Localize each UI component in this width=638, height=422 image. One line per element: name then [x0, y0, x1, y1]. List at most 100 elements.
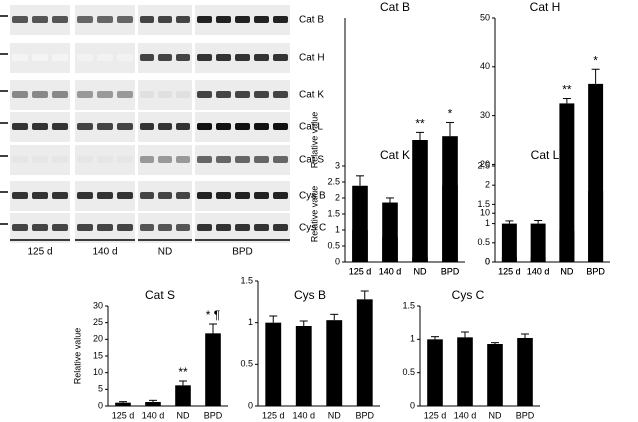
- y-tick-label: 30: [93, 300, 103, 310]
- blot-band: [235, 91, 250, 98]
- blot-band: [12, 123, 28, 130]
- blot-band: [254, 123, 269, 130]
- x-tick-label: 125 d: [262, 410, 285, 420]
- blot-row-label: Cat B: [299, 15, 324, 26]
- blot-band: [197, 192, 212, 199]
- significance-marker: **: [415, 117, 425, 131]
- x-tick-label: 125 d: [349, 266, 372, 276]
- blot-band: [176, 224, 190, 231]
- x-tick-label: BPD: [441, 266, 460, 276]
- bar: [559, 230, 575, 262]
- bar: [487, 344, 503, 406]
- bar: [175, 385, 191, 406]
- y-tick-label: 1.5: [240, 275, 253, 285]
- x-tick-label: BPD: [516, 410, 535, 420]
- blot-band: [235, 123, 250, 130]
- bar: [412, 257, 428, 262]
- blot-band: [197, 224, 212, 231]
- x-tick-label: BPD: [441, 266, 460, 276]
- bar: [427, 339, 443, 406]
- x-tick-label: 125 d: [349, 266, 372, 276]
- significance-marker: **: [178, 365, 188, 379]
- blot-band: [216, 54, 231, 61]
- x-tick-label: ND: [414, 266, 427, 276]
- blot-band: [273, 123, 288, 130]
- x-tick-label: BPD: [586, 266, 605, 276]
- blot-band: [32, 16, 48, 23]
- blot-band: [158, 54, 172, 61]
- blot-row-label: Cat S: [299, 155, 324, 166]
- blot-band: [12, 91, 28, 98]
- blot-row-label: Cys B: [299, 191, 326, 202]
- blot-band: [158, 156, 172, 163]
- blot-band: [77, 54, 93, 61]
- blot-band: [235, 224, 250, 231]
- y-tick-label: 2.5: [477, 160, 490, 170]
- bar: [559, 103, 575, 263]
- blot-band: [52, 16, 68, 23]
- blot-band: [158, 16, 172, 23]
- y-tick-label: 1: [248, 317, 253, 327]
- blot-band: [158, 224, 172, 231]
- chart-title: Cat B: [380, 0, 410, 14]
- blot-band: [197, 156, 212, 163]
- blot-band: [32, 224, 48, 231]
- blot-row-label: Cys C: [299, 223, 326, 234]
- blot-band: [97, 16, 113, 23]
- y-axis-label: Relative value: [309, 112, 319, 169]
- y-tick-label: 1: [410, 334, 415, 344]
- blot-band: [140, 224, 154, 231]
- significance-marker: * ¶: [588, 172, 602, 186]
- chart: Cat K Relative value 0 0.5 1 1.5 2 2.5 3 125 d 140…: [309, 148, 465, 276]
- x-tick-label: 140 d: [142, 410, 165, 420]
- y-tick-label: 5: [98, 384, 103, 394]
- blot-group-label: 140 d: [92, 247, 117, 258]
- blot-band: [176, 54, 190, 61]
- y-tick-label: 0.5: [402, 367, 415, 377]
- y-tick-label: 1: [335, 224, 340, 234]
- blot-band: [52, 91, 68, 98]
- blot-band: [77, 156, 93, 163]
- blot-band: [158, 91, 172, 98]
- blot-row-label: Cat K: [299, 90, 324, 101]
- bar: [588, 190, 604, 262]
- blot-band: [97, 224, 113, 231]
- y-axis-label: Relative value: [309, 186, 319, 243]
- blot-band: [235, 54, 250, 61]
- bar: [412, 140, 428, 262]
- bar: [517, 338, 533, 406]
- blot-band: [273, 54, 288, 61]
- bar: [442, 185, 458, 262]
- blot-band: [97, 156, 113, 163]
- blot-band: [12, 224, 28, 231]
- blot-band: [140, 192, 154, 199]
- blot-band: [254, 16, 269, 23]
- blot-band: [77, 91, 93, 98]
- blot-band: [197, 123, 212, 130]
- y-tick-label: 0.5: [240, 359, 253, 369]
- x-tick-label: BPD: [355, 410, 374, 420]
- chart-title: Cat K: [380, 148, 410, 162]
- y-tick-label: 30: [480, 110, 490, 120]
- blot-band: [235, 16, 250, 23]
- blot-band: [254, 91, 269, 98]
- y-tick-label: 0: [98, 400, 103, 410]
- blot-band: [216, 123, 231, 130]
- bar: [205, 333, 221, 406]
- blot-group-label: 125 d: [27, 247, 52, 258]
- blot-band: [216, 192, 231, 199]
- chart: Cys C 0 0.5 1 1.5 125 d 140 d ND BPD: [402, 288, 540, 420]
- y-tick-label: 1.5: [402, 300, 415, 310]
- x-tick-label: 140 d: [527, 266, 550, 276]
- blot-band: [52, 192, 68, 199]
- y-tick-label: 40: [480, 61, 490, 71]
- y-tick-label: 0: [410, 400, 415, 410]
- bar: [382, 237, 398, 262]
- chart-title: Cat H: [530, 0, 561, 14]
- bar: [352, 230, 368, 262]
- blot-band: [12, 192, 28, 199]
- x-tick-label: 125 d: [112, 410, 135, 420]
- blot-band: [140, 91, 154, 98]
- blot-band: [254, 224, 269, 231]
- blot-group-label: ND: [158, 247, 172, 258]
